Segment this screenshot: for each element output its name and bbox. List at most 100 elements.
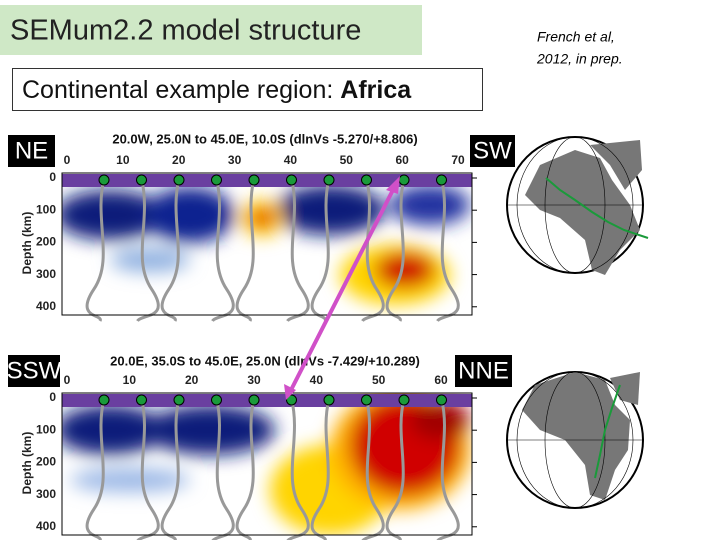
globe	[506, 371, 644, 509]
lithosphere-band	[62, 394, 472, 407]
x-tick-label: 20	[172, 153, 186, 167]
station-dot	[173, 174, 185, 186]
subtitle-box	[12, 68, 483, 111]
profile-line	[310, 398, 331, 540]
profile-line	[286, 398, 310, 540]
profile-line	[136, 178, 160, 323]
y-tick-label: 200	[36, 235, 56, 249]
y-tick-label: 0	[49, 390, 56, 404]
title-box	[0, 5, 422, 55]
x-tick-label: 50	[372, 373, 386, 387]
profile-line	[286, 178, 310, 323]
globe	[506, 136, 649, 275]
plot-frame	[61, 172, 473, 316]
x-tick-label: 0	[64, 153, 71, 167]
plot-frame	[61, 392, 473, 536]
x-tick-label: 20	[185, 373, 199, 387]
profile-line	[85, 398, 106, 540]
station-dot	[98, 174, 110, 186]
station-dot	[398, 394, 410, 406]
x-tick-label: 60	[395, 153, 409, 167]
profile-line	[310, 178, 331, 322]
station-dot	[211, 394, 222, 406]
section-caption: 20.0W, 25.0N to 45.0E, 10.0S (dlnVs -5.2…	[112, 131, 417, 146]
profile-line	[361, 398, 385, 540]
direction-box	[8, 355, 60, 387]
y-tick-label: 400	[36, 519, 56, 533]
x-tick-label: 30	[247, 373, 261, 387]
section-caption: 20.0E, 35.0S to 45.0E, 25.0N (dlnVs -7.4…	[110, 353, 420, 368]
station-dot	[173, 394, 185, 406]
profile-line	[136, 398, 160, 540]
x-tick-label: 70	[451, 153, 465, 167]
direction-label: SW	[473, 137, 512, 164]
profile-line	[211, 178, 235, 323]
profile-line	[160, 178, 181, 322]
y-tick-label: 100	[36, 422, 56, 436]
y-tick-label: 200	[36, 455, 56, 469]
profile-line	[235, 398, 256, 540]
y-tick-label: 100	[36, 202, 56, 216]
station-dot	[211, 174, 222, 186]
lithosphere-band	[62, 174, 472, 187]
connector-arrow	[288, 183, 398, 393]
station-dot	[436, 174, 447, 186]
citation: 2012, in prep.	[536, 51, 623, 67]
y-tick-label: 300	[36, 267, 56, 281]
x-tick-label: 30	[228, 153, 242, 167]
profile-line	[160, 398, 181, 540]
y-tick-label: 0	[49, 170, 56, 184]
station-dot	[323, 174, 335, 186]
profile-line	[361, 178, 385, 323]
direction-box	[470, 135, 515, 167]
x-tick-label: 10	[123, 373, 137, 387]
x-tick-label: 50	[340, 153, 354, 167]
arrow-head	[386, 176, 400, 194]
profile-line	[211, 398, 235, 540]
station-dot	[361, 174, 372, 186]
tomography-section	[62, 393, 472, 535]
direction-label: NNE	[458, 357, 509, 384]
x-tick-label: 0	[64, 373, 71, 387]
profile-line	[85, 178, 106, 322]
direction-label: SSW	[7, 357, 62, 384]
station-dot	[248, 174, 260, 186]
profile-line	[235, 178, 256, 322]
station-dots	[98, 174, 447, 406]
arrow-head	[284, 384, 296, 400]
citation: French et al,	[537, 29, 615, 45]
y-tick-label: 300	[36, 487, 56, 501]
station-dot	[286, 394, 297, 406]
subtitle-text: Continental example region:	[22, 76, 333, 104]
y-tick-label: 400	[36, 299, 56, 313]
station-dot	[136, 174, 147, 186]
station-dot	[361, 394, 372, 406]
x-tick-label: 10	[116, 153, 130, 167]
station-dot	[398, 174, 410, 186]
station-dot	[136, 394, 147, 406]
panel-labels: NE SW 20.0W, 25.0N to 45.0E, 10.0S (dlnVs …	[7, 131, 515, 536]
y-axis-label: Depth (km)	[20, 432, 34, 495]
station-dot	[436, 394, 447, 406]
station-dot	[286, 174, 297, 186]
station-dot	[323, 394, 335, 406]
profiles	[85, 178, 460, 540]
profile-line	[436, 178, 460, 323]
subtitle-region: Africa	[340, 76, 412, 104]
direction-label: NE	[15, 137, 48, 164]
x-tick-label: 60	[434, 373, 448, 387]
x-tick-label: 40	[284, 153, 298, 167]
station-dot	[98, 394, 110, 406]
direction-box	[8, 135, 55, 167]
x-tick-label: 40	[310, 373, 324, 387]
tomography-section	[62, 173, 472, 315]
y-axis-label: Depth (km)	[20, 212, 34, 275]
title: SEMum2.2 model structure	[10, 15, 361, 47]
profile-line	[436, 398, 460, 540]
subtitle: Continental example region: Africa	[22, 76, 412, 104]
direction-box	[455, 355, 512, 387]
station-dot	[248, 394, 260, 406]
profile-line	[385, 178, 406, 322]
profile-line	[385, 398, 406, 540]
